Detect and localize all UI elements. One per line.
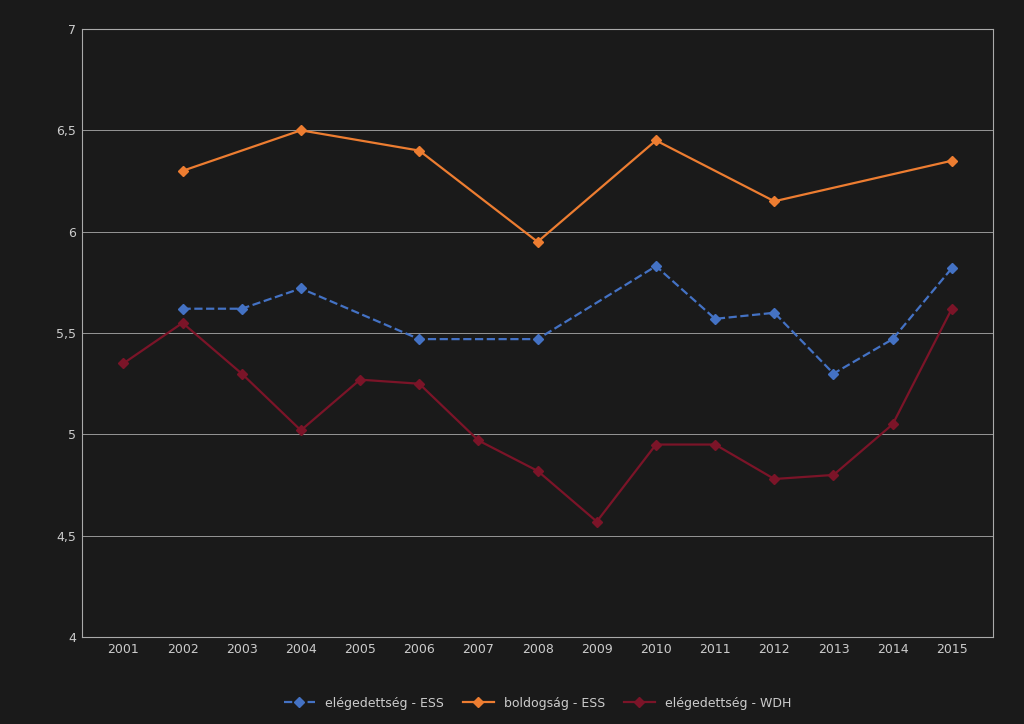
elégedettség - WDH: [472, 436, 484, 445]
Line: elégedettség - ESS: elégedettség - ESS: [179, 263, 955, 377]
elégedettség - WDH: [768, 475, 780, 484]
elégedettség - ESS: [768, 308, 780, 317]
elégedettség - ESS: [531, 334, 544, 343]
elégedettség - ESS: [295, 284, 307, 292]
elégedettség - ESS: [176, 304, 188, 313]
elégedettség - WDH: [531, 466, 544, 475]
boldogság - ESS: [768, 197, 780, 206]
elégedettség - ESS: [413, 334, 425, 343]
boldogság - ESS: [413, 146, 425, 155]
elégedettség - WDH: [295, 426, 307, 434]
boldogság - ESS: [946, 156, 958, 165]
boldogság - ESS: [176, 167, 188, 175]
elégedettség - WDH: [650, 440, 663, 449]
Line: boldogság - ESS: boldogság - ESS: [179, 127, 955, 245]
elégedettség - WDH: [709, 440, 721, 449]
elégedettség - WDH: [413, 379, 425, 388]
elégedettség - ESS: [887, 334, 899, 343]
elégedettség - WDH: [236, 369, 248, 378]
elégedettség - WDH: [946, 304, 958, 313]
Line: elégedettség - WDH: elégedettség - WDH: [120, 306, 955, 525]
boldogság - ESS: [650, 136, 663, 145]
elégedettség - ESS: [650, 262, 663, 271]
boldogság - ESS: [295, 126, 307, 135]
boldogság - ESS: [531, 237, 544, 246]
elégedettség - WDH: [354, 375, 367, 384]
elégedettség - WDH: [591, 517, 603, 526]
elégedettség - ESS: [946, 264, 958, 272]
elégedettség - ESS: [236, 304, 248, 313]
Legend: elégedettség - ESS, boldogság - ESS, elégedettség - WDH: elégedettség - ESS, boldogság - ESS, elé…: [279, 692, 797, 715]
elégedettség - WDH: [176, 319, 188, 327]
elégedettség - ESS: [827, 369, 840, 378]
elégedettség - WDH: [887, 420, 899, 429]
elégedettség - WDH: [117, 359, 129, 368]
elégedettség - ESS: [709, 314, 721, 323]
elégedettség - WDH: [827, 471, 840, 479]
